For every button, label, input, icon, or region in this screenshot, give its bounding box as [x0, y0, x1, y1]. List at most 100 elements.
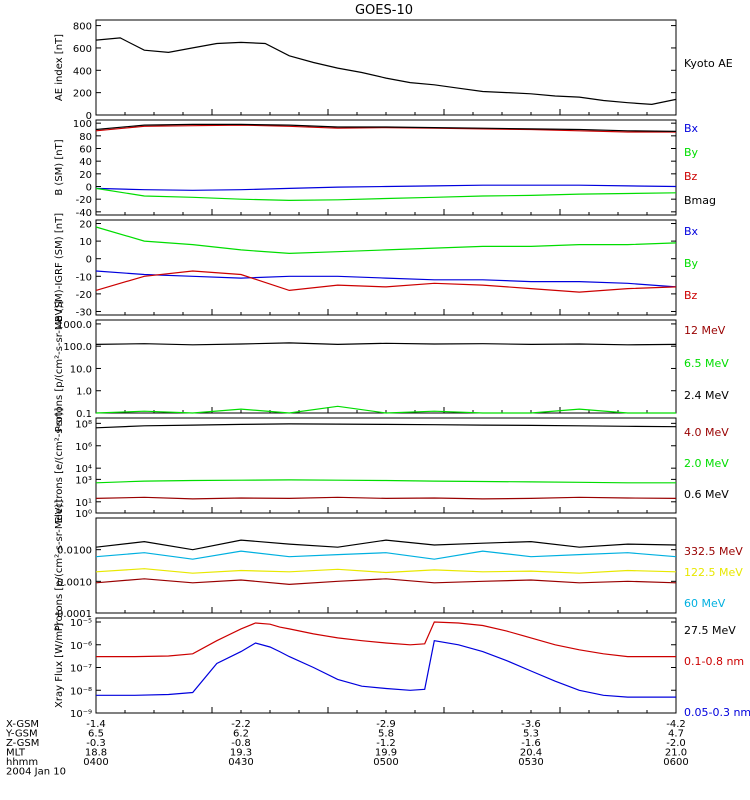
- footer-value: 4.7: [668, 729, 684, 740]
- legend-label: Bx: [684, 122, 699, 135]
- panel-frame: [95, 517, 677, 614]
- y-axis-label: B (SM) [nT]: [54, 139, 65, 195]
- footer-value: -2.2: [231, 719, 251, 730]
- y-tick-label: 1.0: [76, 387, 92, 398]
- y-tick-label: 10¹: [75, 498, 92, 509]
- footer-value: -1.4: [86, 719, 106, 730]
- y-axis-label: Xray Flux [W/m²]: [54, 623, 65, 708]
- panel-frame: [95, 617, 677, 714]
- y-tick-label: 10.0: [70, 364, 92, 375]
- series-line-bmag: [95, 123, 677, 132]
- y-tick-label: 20: [79, 220, 92, 231]
- y-tick-label: 10⁻⁶: [70, 641, 92, 652]
- legend-label: By: [684, 146, 699, 159]
- series-line-kyoto-ae: [95, 37, 677, 106]
- panel-4: 1000.0 100.0 10.0 1.0 0.1 Protons [p/(cm²-s-s…: [54, 301, 729, 433]
- legend-label: 2.0 MeV: [684, 457, 729, 470]
- footer-value: 19.9: [375, 748, 397, 759]
- footer-value: -2.0: [666, 738, 686, 749]
- footer-value: 0530: [518, 757, 543, 768]
- legend-label: 4.0 MeV: [684, 426, 729, 439]
- y-tick-label: 0.1: [76, 409, 92, 420]
- y-tick-label: 0.0010: [57, 577, 92, 588]
- y-tick-label: 0.0001: [57, 609, 92, 620]
- y-tick-label: 10: [79, 237, 92, 248]
- legend-label: 2.4 MeV: [684, 389, 729, 402]
- y-tick-label: -10: [76, 272, 92, 283]
- legend-label: Bz: [684, 170, 698, 183]
- footer-value: 6.2: [233, 729, 249, 740]
- series-line-27-5-mev: [95, 539, 677, 551]
- footer-value: -2.9: [376, 719, 396, 730]
- legend-label: 6.5 MeV: [684, 357, 729, 370]
- legend-label: 122.5 MeV: [684, 566, 743, 579]
- y-tick-label: 10⁻⁷: [70, 664, 92, 675]
- series-line-122-5-mev: [95, 568, 677, 574]
- series-line-bx: [95, 184, 677, 191]
- footer-value: 5.3: [523, 729, 539, 740]
- y-axis-label: Protons [p/(cm²-s-sr-MeV)]: [54, 500, 65, 632]
- y-tick-label: 20: [79, 170, 92, 181]
- y-tick-label: 10⁻⁹: [70, 709, 92, 720]
- y-tick-label: 100.0: [63, 342, 92, 353]
- footer-date: 2004 Jan 10: [6, 767, 66, 778]
- footer-value: -3.6: [521, 719, 541, 730]
- y-tick-label: 1000.0: [57, 320, 92, 331]
- y-tick-label: 0.0100: [57, 546, 92, 557]
- legend-label: Bz: [684, 289, 698, 302]
- footer-value: -1.6: [521, 738, 541, 749]
- y-tick-label: -20: [76, 290, 92, 301]
- panel-frame: [95, 319, 677, 414]
- footer-value: -0.3: [86, 738, 106, 749]
- y-tick-label: 10⁻⁵: [70, 618, 92, 629]
- y-tick-label: -30: [76, 307, 92, 318]
- panel-frame: [95, 119, 677, 216]
- panel-frame: [95, 219, 677, 316]
- legend-label: 60 MeV: [684, 597, 726, 610]
- panel-1: 800 600 400 200 0 AE index [nT] Kyoto AE: [54, 19, 733, 122]
- footer-row-label: X-GSM: [6, 719, 39, 730]
- footer-value: -0.8: [231, 738, 251, 749]
- footer-row-label: Z-GSM: [6, 738, 39, 749]
- footer-value: 19.3: [230, 748, 252, 759]
- legend-label: Bx: [684, 225, 699, 238]
- footer-row-label: MLT: [6, 748, 26, 759]
- y-axis-label: AE index [nT]: [54, 34, 65, 101]
- y-tick-label: 800: [73, 22, 92, 33]
- footer-value: 5.8: [378, 729, 394, 740]
- y-tick-label: 400: [73, 66, 92, 77]
- legend-label: Kyoto AE: [684, 57, 733, 70]
- series-line-bz: [95, 270, 677, 293]
- footer-value: 21.0: [665, 748, 687, 759]
- footer-value: 20.4: [520, 748, 542, 759]
- y-tick-label: 10⁸: [75, 419, 92, 430]
- series-line-2-0-mev: [95, 479, 676, 484]
- footer-value: 18.8: [85, 748, 107, 759]
- legend-label: 0.1-0.8 nm: [684, 655, 744, 668]
- y-tick-label: 0: [86, 111, 92, 122]
- y-tick-label: 600: [73, 44, 92, 55]
- series-line-332-5-mev: [95, 578, 677, 586]
- y-tick-label: 0: [86, 183, 92, 194]
- y-tick-label: 10⁴: [75, 464, 92, 475]
- y-tick-label: 200: [73, 89, 92, 100]
- y-tick-label: 100: [73, 119, 92, 130]
- y-axis-label: Electrons [e/(cm²-s-sr)]: [54, 408, 65, 524]
- y-tick-label: 60: [79, 145, 92, 156]
- footer-value: 0400: [83, 757, 108, 768]
- page-title: GOES-10: [355, 3, 413, 18]
- series-line-0-05-0-3-nm: [96, 640, 676, 698]
- panel-frame: [95, 19, 677, 116]
- legend-label: 332.5 MeV: [684, 545, 743, 558]
- footer-value: 0430: [228, 757, 253, 768]
- series-line-4-0-mev: [95, 496, 677, 500]
- legend-label: By: [684, 257, 699, 270]
- y-tick-label: 10⁰: [75, 509, 92, 520]
- footer-row-label: hhmm: [6, 757, 38, 768]
- legend-label: Bmag: [684, 194, 716, 207]
